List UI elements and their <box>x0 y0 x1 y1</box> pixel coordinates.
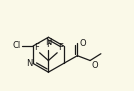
Text: F: F <box>46 40 51 49</box>
Text: N: N <box>45 38 52 47</box>
Text: N: N <box>26 59 32 68</box>
Text: F: F <box>58 43 63 52</box>
Text: Cl: Cl <box>12 41 20 51</box>
Text: O: O <box>91 62 98 71</box>
Text: F: F <box>34 43 39 52</box>
Text: O: O <box>79 39 86 48</box>
